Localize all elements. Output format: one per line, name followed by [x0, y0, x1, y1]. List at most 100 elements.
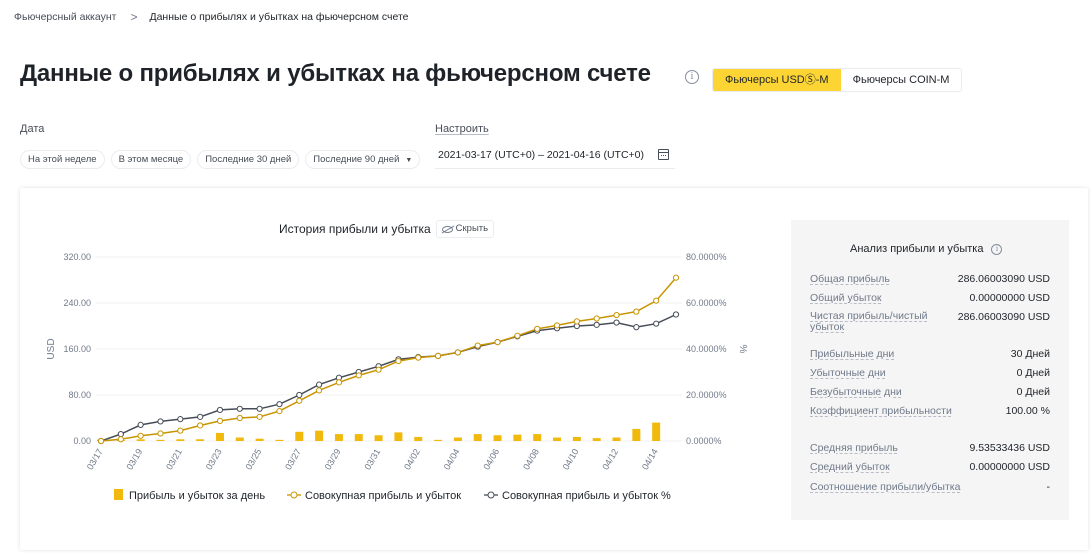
- cumulative-pnl-percent-point: [633, 324, 640, 331]
- daily-pnl-bar: [275, 439, 284, 441]
- analysis-value: 30 Дней: [1010, 348, 1050, 360]
- daily-pnl-bar: [136, 439, 145, 441]
- cumulative-pnl-point: [593, 315, 600, 322]
- date-range-input[interactable]: 2021-03-17 (UTC+0) – 2021-04-16 (UTC+0): [435, 145, 675, 169]
- cumulative-pnl-point: [613, 311, 620, 319]
- x-tick-label: 04/12: [600, 447, 620, 472]
- calendar-icon[interactable]: [658, 149, 669, 160]
- breadcrumb: Фьючерсный аккаунт > Данные о прибылях и…: [14, 10, 408, 24]
- cumulative-pnl-point: [494, 339, 501, 346]
- analysis-label[interactable]: Средняя прибыль: [810, 442, 898, 454]
- cumulative-pnl-point: [474, 342, 481, 349]
- analysis-label[interactable]: Убыточные дни: [810, 367, 886, 379]
- legend-bar-swatch: [114, 489, 123, 500]
- cumulative-pnl-percent-point: [177, 416, 184, 423]
- analysis-row: Убыточные дни 0 Дней: [810, 367, 1050, 379]
- y-left-tick-label: 0.00: [73, 436, 91, 446]
- tab-coin-m-futures[interactable]: Фьючерсы COIN-M: [840, 69, 962, 91]
- hide-chart-label: Скрыть: [455, 223, 489, 234]
- cumulative-pnl-point: [236, 414, 243, 422]
- market-type-toggle: Фьючерсы USDⓈ-M Фьючерсы COIN-M: [712, 68, 963, 92]
- analysis-header: Анализ прибыли и убытка i: [850, 243, 1003, 255]
- analysis-label[interactable]: Средний убыток: [810, 461, 890, 473]
- x-tick-label: 04/06: [481, 447, 501, 472]
- cumulative-pnl-percent-point: [276, 401, 283, 408]
- daily-pnl-bar: [235, 437, 244, 441]
- daily-pnl-bar: [513, 434, 522, 441]
- daily-pnl-bar: [354, 434, 363, 441]
- cumulative-pnl-point: [395, 357, 402, 365]
- analysis-label[interactable]: Соотношение прибыли/убытка: [810, 481, 961, 493]
- tab-usds-m-futures[interactable]: Фьючерсы USDⓈ-M: [713, 69, 841, 91]
- x-tick-label: 04/08: [521, 447, 541, 472]
- daily-pnl-bar: [156, 439, 165, 441]
- chevron-right-icon: >: [130, 10, 138, 24]
- analysis-value: 0.00000000 USD: [969, 461, 1050, 473]
- analysis-value: 286.06003090 USD: [957, 311, 1050, 323]
- cumulative-pnl-point: [454, 349, 461, 356]
- analysis-label[interactable]: Общий убыток: [810, 292, 882, 304]
- y-right-tick-label: 0.0000%: [686, 436, 722, 446]
- x-tick-label: 03/19: [124, 447, 144, 472]
- cumulative-pnl-point: [335, 379, 343, 386]
- chip-this-week[interactable]: На этой неделе: [20, 150, 105, 169]
- cumulative-pnl-point: [573, 318, 580, 325]
- daily-pnl-bar: [453, 437, 462, 441]
- analysis-value: 0 Дней: [1016, 386, 1050, 398]
- y-right-tick-label: 60.0000%: [686, 298, 727, 308]
- analysis-label[interactable]: Чистая прибыль/чистый убыток: [810, 310, 928, 333]
- y-left-axis-title: USD: [46, 338, 57, 359]
- breadcrumb-futures-account-link[interactable]: Фьючерсный аккаунт: [14, 11, 117, 23]
- cumulative-pnl-percent-point: [316, 381, 323, 388]
- date-label: Дата: [20, 123, 45, 135]
- x-tick-label: 04/04: [442, 447, 462, 472]
- daily-pnl-bar: [374, 435, 383, 441]
- chip-last-30-days[interactable]: Последние 30 дней: [197, 150, 300, 169]
- analysis-row: Безубыточные дни 0 Дней: [810, 386, 1050, 398]
- pnl-analysis-panel: [791, 220, 1069, 520]
- chip-last-90-days-label: Последние 90 дней: [313, 154, 400, 165]
- cumulative-pnl-percent-point: [137, 421, 144, 428]
- daily-pnl-bar: [553, 437, 562, 441]
- legend-label: Прибыль и убыток за день: [129, 490, 265, 502]
- cumulative-pnl-percent-point: [672, 311, 680, 318]
- cumulative-pnl-percent-point: [593, 321, 600, 328]
- cumulative-pnl-percent-point: [216, 406, 224, 414]
- daily-pnl-bar: [572, 436, 581, 441]
- cumulative-pnl-percent-point: [236, 405, 243, 412]
- x-tick-label: 04/10: [561, 447, 581, 472]
- cumulative-pnl-point: [375, 366, 382, 373]
- chip-last-90-days[interactable]: Последние 90 дней ▼: [305, 150, 421, 169]
- y-right-tick-label: 20.0000%: [686, 390, 727, 400]
- info-icon[interactable]: i: [991, 243, 1003, 255]
- y-left-tick-label: 240.00: [63, 298, 91, 308]
- analysis-label[interactable]: Прибыльные дни: [810, 348, 895, 360]
- y-left-tick-label: 320.00: [63, 252, 91, 262]
- cumulative-pnl-percent-point: [256, 405, 263, 412]
- x-tick-label: 03/21: [164, 447, 184, 472]
- analysis-value: -: [1046, 481, 1051, 493]
- eye-off-icon: [441, 225, 453, 233]
- chip-this-month[interactable]: В этом месяце: [110, 150, 192, 169]
- page-title: Данные о прибылях и убытках на фьючерсно…: [20, 60, 651, 87]
- customize-label: Настроить: [435, 123, 489, 135]
- daily-pnl-bar: [533, 434, 542, 441]
- daily-pnl-bar: [196, 439, 205, 441]
- cumulative-pnl-point: [256, 413, 263, 420]
- analysis-label[interactable]: Безубыточные дни: [810, 386, 902, 398]
- hide-chart-button[interactable]: Скрыть: [435, 220, 495, 238]
- analysis-label[interactable]: Общая прибыль: [810, 273, 890, 285]
- daily-pnl-bar: [592, 438, 601, 441]
- analysis-value: 100.00 %: [1005, 405, 1050, 417]
- cumulative-pnl-point: [197, 422, 204, 429]
- daily-pnl-bar: [652, 422, 661, 441]
- daily-pnl-bar: [295, 431, 304, 441]
- analysis-label[interactable]: Коэффициент прибыльности: [810, 405, 952, 417]
- cumulative-pnl-point: [355, 372, 362, 379]
- y-left-tick-label: 80.00: [68, 390, 91, 400]
- x-tick-label: 03/29: [323, 447, 343, 472]
- daily-pnl-bar: [493, 435, 502, 441]
- daily-pnl-bar: [334, 434, 343, 441]
- info-icon[interactable]: i: [685, 70, 699, 84]
- analysis-value: 0 Дней: [1016, 367, 1050, 379]
